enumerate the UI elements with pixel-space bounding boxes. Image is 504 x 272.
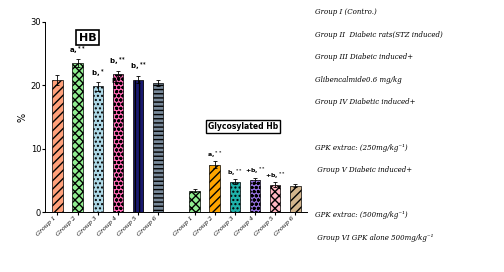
Text: $\bf{a,^{**}}$: $\bf{a,^{**}}$ (207, 150, 222, 160)
Text: Group I (Contro.): Group I (Contro.) (315, 8, 377, 16)
Y-axis label: %: % (18, 112, 28, 122)
Text: $\bf{b,^{*}}$: $\bf{b,^{*}}$ (91, 67, 104, 79)
Text: $\bf{b,^{**}}$: $\bf{b,^{**}}$ (130, 61, 147, 73)
Text: Group II  Diabeic rats(STZ induced): Group II Diabeic rats(STZ induced) (315, 31, 443, 39)
Bar (73, 63, 83, 212)
Text: GPK extrac: (250mg/kg⁻¹): GPK extrac: (250mg/kg⁻¹) (315, 144, 408, 152)
Text: $\bf{b,^{**}}$: $\bf{b,^{**}}$ (227, 167, 242, 178)
Text: GPK extrac: (500mg/kg⁻¹): GPK extrac: (500mg/kg⁻¹) (315, 211, 408, 219)
Text: Glycosylated Hb: Glycosylated Hb (208, 122, 278, 131)
Text: Group V Diabeic induced+: Group V Diabeic induced+ (315, 166, 412, 174)
Text: $\bf{+b,^{**}}$: $\bf{+b,^{**}}$ (244, 166, 266, 176)
Text: $\bf{b,^{*}}$: $\bf{b,^{*}}$ (111, 75, 124, 88)
Bar (153, 83, 163, 212)
Text: $\bf{b,^{**}}$: $\bf{b,^{**}}$ (109, 56, 127, 68)
Bar (113, 74, 123, 212)
Text: Group VI GPK alone 500mg/kg⁻¹: Group VI GPK alone 500mg/kg⁻¹ (315, 234, 433, 242)
Bar (190, 191, 200, 212)
Text: Group IV Diabetic induced+: Group IV Diabetic induced+ (315, 98, 415, 106)
Text: $\bf{+b,^{**}}$: $\bf{+b,^{**}}$ (265, 171, 286, 181)
Text: Glibencalmide0.6 mg/kg: Glibencalmide0.6 mg/kg (315, 76, 402, 84)
Text: Group III Diabeic induced+: Group III Diabeic induced+ (315, 53, 413, 61)
Bar (250, 180, 260, 212)
Bar (52, 80, 62, 212)
Text: HB: HB (79, 33, 96, 43)
Bar (133, 79, 143, 212)
Bar (230, 182, 240, 212)
Text: $\bf{a,^{**}}$: $\bf{a,^{**}}$ (69, 44, 86, 57)
Bar (93, 86, 103, 212)
Bar (210, 165, 220, 212)
Bar (290, 186, 300, 212)
Bar (270, 185, 280, 212)
